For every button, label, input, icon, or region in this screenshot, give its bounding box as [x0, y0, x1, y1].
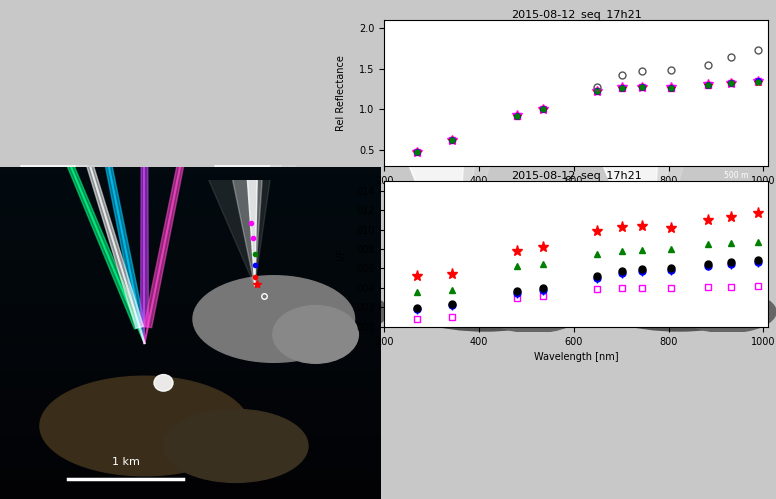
Text: 17:20:02, F22 filter: 17:20:02, F22 filter [5, 319, 73, 325]
Text: 17:50:02, F22 filter: 17:50:02, F22 filter [393, 319, 461, 325]
Title: 2015-08-12_seq_17h21: 2015-08-12_seq_17h21 [511, 9, 642, 20]
Polygon shape [601, 161, 685, 281]
Polygon shape [407, 161, 490, 281]
X-axis label: Wavelength [nm]: Wavelength [nm] [534, 352, 618, 362]
Polygon shape [232, 177, 262, 286]
Ellipse shape [203, 272, 379, 331]
Y-axis label: Rel Reflectance: Rel Reflectance [336, 55, 345, 131]
Ellipse shape [97, 291, 194, 333]
Polygon shape [601, 161, 657, 281]
Polygon shape [19, 161, 87, 281]
Polygon shape [407, 161, 463, 281]
Polygon shape [247, 177, 258, 286]
Polygon shape [144, 98, 194, 328]
Polygon shape [140, 94, 148, 327]
Text: 17:52:50, F71 filter: 17:52:50, F71 filter [588, 319, 655, 325]
Ellipse shape [397, 272, 572, 331]
Text: 17:22:30, F71 filter: 17:22:30, F71 filter [200, 319, 268, 325]
Title: 2015-08-12_seq_17h21: 2015-08-12_seq_17h21 [511, 170, 642, 181]
Circle shape [154, 375, 173, 391]
Ellipse shape [679, 291, 776, 333]
Polygon shape [407, 161, 475, 281]
Ellipse shape [193, 276, 355, 362]
Polygon shape [47, 109, 142, 329]
Polygon shape [213, 161, 281, 281]
Polygon shape [213, 161, 270, 281]
Y-axis label: I/F: I/F [336, 248, 345, 259]
Text: 500 m: 500 m [724, 171, 748, 180]
Circle shape [254, 275, 270, 288]
X-axis label: Wavelength [nm]: Wavelength [nm] [534, 191, 618, 201]
Ellipse shape [273, 305, 359, 363]
Ellipse shape [164, 409, 308, 483]
Polygon shape [601, 161, 669, 281]
Polygon shape [71, 103, 144, 328]
Circle shape [643, 275, 657, 288]
Polygon shape [213, 161, 296, 281]
Polygon shape [207, 177, 271, 286]
Circle shape [60, 275, 75, 288]
Ellipse shape [40, 376, 249, 476]
Circle shape [448, 275, 463, 288]
Ellipse shape [592, 272, 766, 331]
Polygon shape [19, 161, 75, 281]
Polygon shape [95, 98, 145, 328]
Polygon shape [19, 161, 102, 281]
Text: 1 km: 1 km [112, 458, 140, 468]
Ellipse shape [485, 291, 582, 333]
Ellipse shape [10, 272, 185, 331]
Ellipse shape [291, 291, 388, 333]
